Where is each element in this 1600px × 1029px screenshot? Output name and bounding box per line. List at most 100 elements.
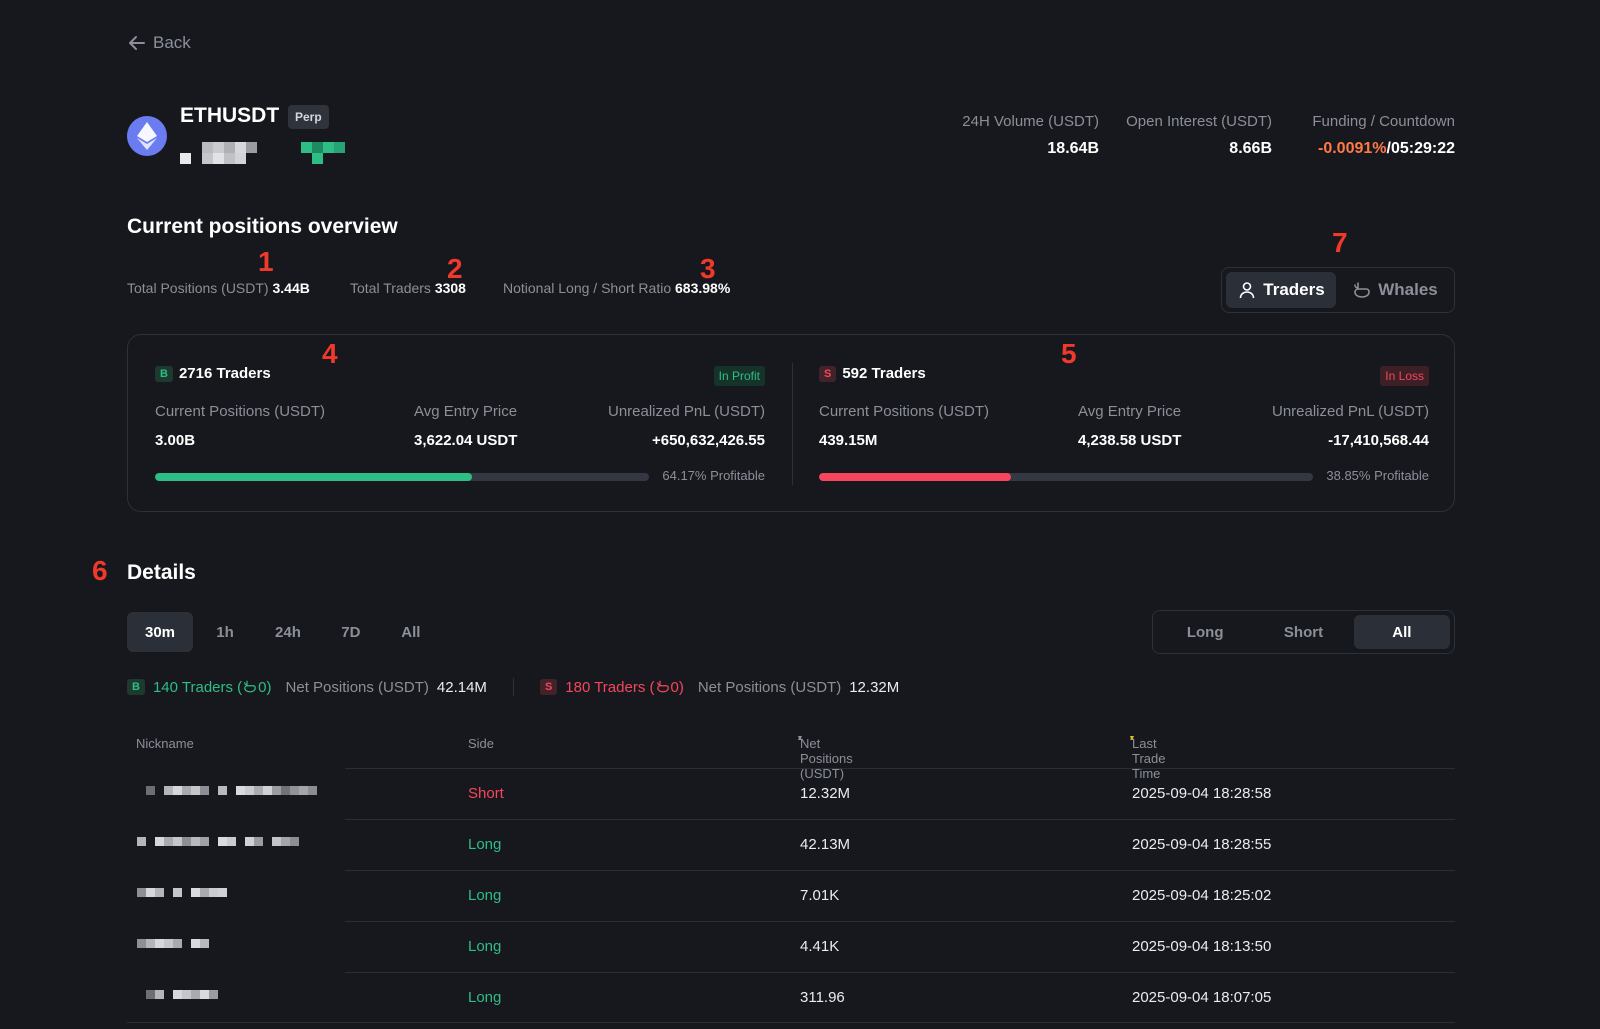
- long-profitable-label: 64.17% Profitable: [662, 468, 765, 483]
- short-profitable-bar: [819, 473, 1313, 481]
- row-net-positions: 42.13M: [800, 836, 851, 853]
- positions-card: B 2716 Traders In Profit Current Positio…: [127, 334, 1455, 512]
- row-net-positions: 311.96: [800, 989, 845, 1006]
- annotation-4: 4: [322, 338, 338, 369]
- summary-short-traders: 180 Traders ( 0): [565, 679, 684, 696]
- open-interest-label: Open Interest (USDT): [1126, 113, 1272, 130]
- table-row[interactable]: Long 4.41K 2025-09-04 18:13:50: [127, 921, 1455, 972]
- short-side-panel: S 592 Traders In Loss Current Positions …: [819, 335, 1429, 511]
- funding-countdown: 05:29:22: [1390, 140, 1455, 157]
- summary-short-badge: S: [539, 679, 558, 695]
- whale-icon: [244, 680, 257, 692]
- card-divider: [792, 363, 793, 485]
- annotation-2: 2: [447, 253, 463, 284]
- col-net-positions-label: Net Positions (USDT): [800, 736, 853, 781]
- filter-short[interactable]: Short: [1283, 623, 1324, 641]
- col-nickname-label: Nickname: [136, 736, 194, 751]
- summary-short-net-value: 12.32M: [849, 678, 900, 696]
- annotation-1: 1: [258, 246, 274, 277]
- summary-short-net-label: Net Positions (USDT): [697, 678, 842, 696]
- filter-all[interactable]: All: [1353, 615, 1450, 649]
- long-profitable-fill: [155, 473, 472, 481]
- summary-long-net-label: Net Positions (USDT): [285, 678, 429, 696]
- toggle-traders[interactable]: Traders: [1226, 272, 1336, 308]
- long-badge: B: [155, 365, 173, 382]
- summary-long-traders: 140 Traders (0): [153, 679, 272, 696]
- short-current-positions: Current Positions (USDT) 439.15M: [819, 403, 989, 449]
- row-side: Long: [468, 887, 502, 904]
- summary-divider: [512, 678, 514, 696]
- col-last-trade-time-label: Last Trade Time: [1132, 736, 1166, 781]
- details-title: Details: [127, 561, 196, 584]
- arrow-left-icon: [129, 36, 145, 50]
- timeframe-all[interactable]: All: [401, 623, 421, 641]
- toggle-whales[interactable]: Whales: [1340, 272, 1450, 308]
- long-traders-header: B 2716 Traders: [155, 365, 271, 382]
- whale-icon: [1354, 282, 1371, 298]
- table-row[interactable]: Long 7.01K 2025-09-04 18:25:02: [127, 870, 1455, 921]
- timeframe-24h[interactable]: 24h: [275, 623, 301, 641]
- toggle-whales-label: Whales: [1378, 280, 1438, 299]
- back-button[interactable]: Back: [127, 33, 191, 53]
- timeframe-30m[interactable]: 30m: [127, 612, 194, 652]
- long-current-positions: Current Positions (USDT) 3.00B: [155, 403, 325, 449]
- summary-short-whales: 0: [670, 678, 679, 696]
- table-bottom-divider: [127, 1022, 1455, 1023]
- timeframe-1h[interactable]: 1h: [216, 623, 234, 641]
- short-pnl-value: -17,410,568.44: [1328, 432, 1429, 449]
- open-interest-value: 8.66B: [1229, 140, 1272, 157]
- funding-stat: Funding / Countdown -0.0091%/05:29:22: [1312, 113, 1455, 158]
- long-avg-entry: Avg Entry Price 3,622.04 USDT: [414, 403, 517, 449]
- short-current-positions-value: 439.15M: [819, 432, 878, 449]
- total-positions-metric: Total Positions (USDT) 3.44B: [127, 280, 310, 296]
- timeframe-7d[interactable]: 7D: [341, 623, 361, 641]
- long-avg-entry-value: 3,622.04 USDT: [414, 432, 518, 449]
- row-divider: [345, 972, 1455, 973]
- summary-long-whales: 0: [258, 678, 267, 696]
- row-net-positions: 7.01K: [800, 887, 840, 904]
- row-side: Long: [468, 836, 502, 853]
- total-traders-label: Total Traders: [350, 280, 431, 296]
- summary-long-close: ): [266, 678, 272, 696]
- short-unrealized-pnl: Unrealized PnL (USDT) -17,410,568.44: [1272, 403, 1429, 449]
- summary-long-net-value: 42.14M: [436, 678, 487, 696]
- long-pnl-value: +650,632,426.55: [651, 432, 765, 449]
- long-pnl-label: Unrealized PnL (USDT): [608, 403, 765, 420]
- row-last-trade-time: 2025-09-04 18:13:50: [1132, 938, 1272, 955]
- short-status-tag: In Loss: [1380, 366, 1429, 386]
- row-last-trade-time: 2025-09-04 18:28:55: [1132, 836, 1272, 853]
- volume-label: 24H Volume (USDT): [962, 113, 1099, 130]
- summary-long-badge: B: [127, 679, 145, 695]
- table-row[interactable]: Long 42.13M 2025-09-04 18:28:55: [127, 819, 1455, 870]
- row-net-positions: 12.32M: [800, 785, 851, 802]
- price-redacted: [180, 142, 355, 164]
- long-current-positions-value: 3.00B: [155, 432, 196, 449]
- short-avg-entry-label: Avg Entry Price: [1078, 403, 1182, 420]
- whale-icon: [656, 680, 669, 692]
- open-interest-stat: Open Interest (USDT) 8.66B: [1126, 113, 1272, 158]
- nickname-redacted: [137, 837, 299, 846]
- summary-short-traders-text: 180 Traders (: [565, 678, 655, 696]
- annotation-3: 3: [700, 253, 716, 284]
- row-divider: [345, 768, 1455, 769]
- annotation-7: 7: [1332, 227, 1348, 258]
- annotation-5: 5: [1061, 338, 1077, 369]
- ethereum-icon: [127, 116, 167, 156]
- user-icon: [1239, 282, 1255, 299]
- nickname-redacted: [137, 990, 218, 999]
- long-avg-entry-label: Avg Entry Price: [414, 403, 518, 420]
- table-row[interactable]: Short 12.32M 2025-09-04 18:28:58: [127, 768, 1455, 819]
- nickname-redacted: [137, 888, 227, 897]
- long-side-panel: B 2716 Traders In Profit Current Positio…: [155, 335, 765, 511]
- view-toggle: Traders Whales: [1221, 267, 1455, 313]
- row-side: Short: [468, 785, 504, 802]
- overview-title: Current positions overview: [127, 215, 398, 238]
- short-current-positions-label: Current Positions (USDT): [819, 403, 990, 420]
- short-traders-count: 592 Traders: [842, 365, 926, 382]
- summary-short-close: ): [678, 678, 684, 696]
- row-side: Long: [468, 938, 502, 955]
- row-divider: [345, 870, 1455, 871]
- table-row[interactable]: Long 311.96 2025-09-04 18:07:05: [127, 972, 1455, 1023]
- funding-label: Funding / Countdown: [1312, 113, 1455, 130]
- filter-long[interactable]: Long: [1186, 623, 1224, 641]
